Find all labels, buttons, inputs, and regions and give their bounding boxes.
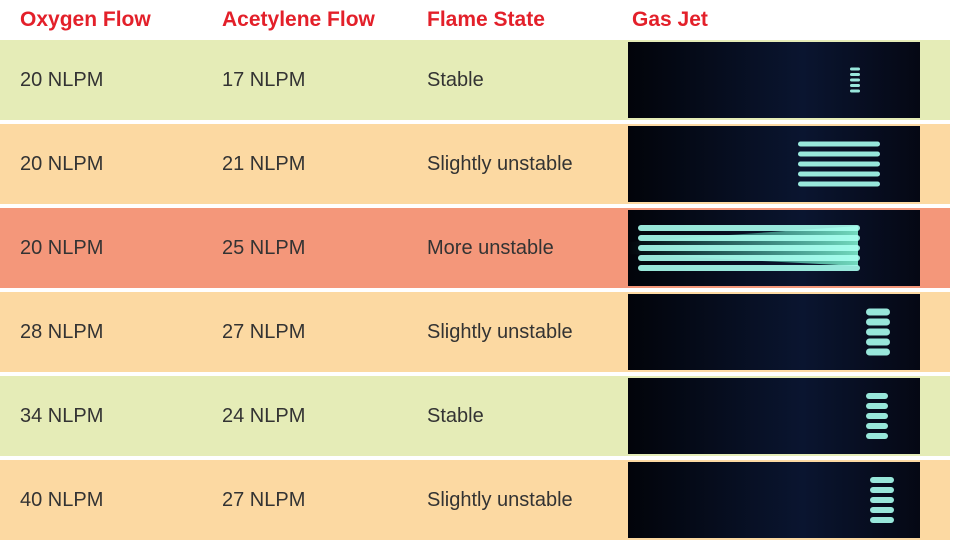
table-row: 20 NLPM 21 NLPM Slightly unstable [0,124,950,204]
gas-jet-image [628,462,920,538]
table-cell: Stable [427,376,484,456]
table-cell: 20 NLPM [20,208,103,288]
table-cell: 25 NLPM [222,208,305,288]
table-cell: 40 NLPM [20,460,103,540]
column-header: Gas Jet [632,8,708,32]
gas-jet-image [628,294,920,370]
column-header: Flame State [427,8,545,32]
table-cell: 20 NLPM [20,124,103,204]
table-row: 20 NLPM 17 NLPM Stable [0,40,950,120]
flame-table: Oxygen Flow Acetylene Flow Flame State G… [0,0,957,536]
table-cell: 27 NLPM [222,460,305,540]
gas-jet-image [628,42,920,118]
column-header: Acetylene Flow [222,8,375,32]
table-row: 40 NLPM 27 NLPM Slightly unstable [0,460,950,540]
table-cell: More unstable [427,208,554,288]
table-cell: 20 NLPM [20,40,103,120]
column-header: Oxygen Flow [20,8,151,32]
gas-jet-image [628,378,920,454]
table-row: 28 NLPM 27 NLPM Slightly unstable [0,292,950,372]
table-row: 34 NLPM 24 NLPM Stable [0,376,950,456]
table-cell: 27 NLPM [222,292,305,372]
table-cell: 28 NLPM [20,292,103,372]
table-cell: Slightly unstable [427,124,573,204]
table-cell: 21 NLPM [222,124,305,204]
gas-jet-image [628,210,920,286]
table-row: 20 NLPM 25 NLPM More unstable [0,208,950,288]
table-cell: 17 NLPM [222,40,305,120]
table-cell: 24 NLPM [222,376,305,456]
table-cell: Slightly unstable [427,292,573,372]
table-cell: Stable [427,40,484,120]
gas-jet-image [628,126,920,202]
table-cell: 34 NLPM [20,376,103,456]
table-cell: Slightly unstable [427,460,573,540]
